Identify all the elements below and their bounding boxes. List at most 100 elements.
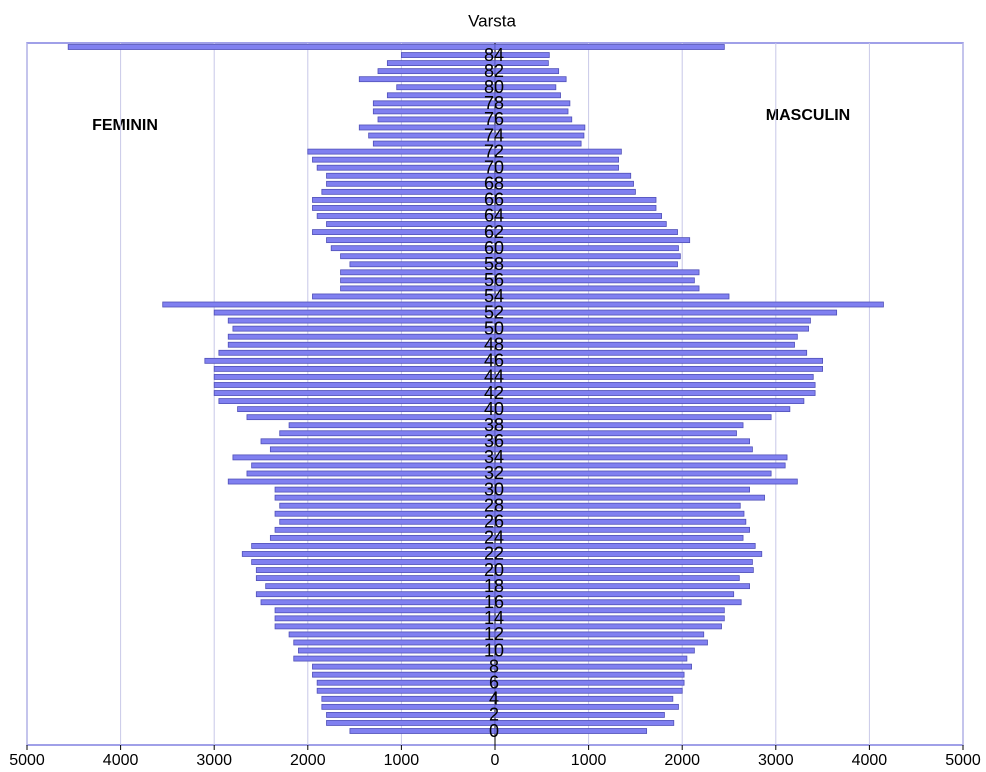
bar	[330, 245, 496, 252]
bar	[340, 277, 496, 284]
bar	[260, 599, 496, 606]
bar	[494, 671, 685, 678]
bar	[232, 325, 496, 332]
bar	[494, 365, 824, 372]
bar	[494, 655, 688, 662]
x-tick-label: 3000	[758, 752, 794, 769]
bar	[218, 398, 496, 404]
bar	[494, 333, 798, 340]
bar	[298, 647, 496, 654]
bar	[255, 567, 496, 573]
bar	[494, 462, 786, 469]
x-tick-label: 5000	[9, 752, 45, 769]
bar	[494, 422, 744, 429]
bar	[326, 720, 496, 726]
bar	[227, 333, 496, 340]
y-tick-label: 78	[484, 93, 504, 113]
chart-title: Varsta	[468, 11, 516, 30]
bar	[358, 124, 496, 131]
x-tick-label: 4000	[852, 752, 888, 769]
bar	[494, 188, 636, 195]
bar	[494, 100, 571, 107]
bar	[494, 559, 753, 565]
y-tick-label: 82	[484, 61, 504, 81]
bar	[312, 671, 496, 678]
bar	[494, 502, 741, 509]
y-tick-label: 38	[484, 415, 504, 435]
bar	[494, 663, 692, 670]
y-tick-label: 40	[484, 399, 504, 419]
y-tick-label: 68	[484, 174, 504, 194]
y-tick-label: 36	[484, 431, 504, 451]
y-tick-label: 16	[484, 592, 504, 612]
bar	[494, 349, 808, 356]
y-tick-label: 80	[484, 77, 504, 97]
bar	[494, 301, 884, 308]
bar	[494, 534, 744, 541]
bar	[279, 518, 496, 525]
bar	[213, 309, 496, 316]
x-tick-label: 2000	[664, 752, 700, 769]
bar	[494, 68, 560, 75]
bar	[494, 728, 648, 734]
bar	[494, 494, 765, 501]
bar	[326, 237, 496, 244]
y-tick-label: 10	[484, 640, 504, 660]
bar	[494, 196, 657, 203]
bar	[213, 365, 496, 372]
bar	[288, 631, 496, 638]
bar	[67, 44, 496, 50]
bar	[358, 76, 496, 83]
bar	[494, 551, 763, 557]
x-tick-label: 1000	[571, 752, 607, 769]
y-tick-label: 62	[484, 222, 504, 242]
bar	[293, 655, 496, 662]
bar	[494, 591, 735, 598]
bar	[213, 382, 496, 388]
x-tick-label: 5000	[945, 752, 981, 769]
bar	[269, 446, 496, 453]
bar	[494, 108, 569, 115]
y-tick-label: 72	[484, 141, 504, 161]
bar	[494, 277, 695, 284]
bar	[494, 84, 557, 91]
bar	[293, 639, 496, 646]
bar	[251, 462, 496, 469]
bar	[494, 615, 725, 622]
bar	[213, 390, 496, 396]
bar	[349, 261, 496, 268]
bar	[494, 486, 750, 493]
bar	[494, 470, 772, 477]
bar	[372, 140, 496, 147]
bar	[494, 599, 742, 606]
bar	[494, 575, 740, 582]
bar	[340, 269, 496, 276]
bar	[396, 84, 496, 91]
y-tick-label: 56	[484, 270, 504, 290]
bar	[494, 180, 634, 187]
bar	[494, 414, 772, 421]
bar	[274, 510, 496, 517]
bar	[255, 575, 496, 582]
y-tick-label: 50	[484, 318, 504, 338]
bar	[274, 607, 496, 614]
bar	[494, 543, 756, 549]
y-tick-label: 46	[484, 351, 504, 371]
bar	[372, 108, 496, 115]
bar	[204, 357, 496, 364]
y-tick-label: 48	[484, 334, 504, 354]
bar	[494, 253, 681, 260]
bar	[368, 132, 496, 139]
bar	[494, 631, 705, 638]
y-tick-label: 6	[489, 672, 499, 692]
bar	[494, 116, 573, 123]
x-tick-label: 1000	[384, 752, 420, 769]
bar	[279, 430, 496, 437]
bar	[326, 180, 496, 187]
bar	[494, 172, 632, 179]
bar	[246, 414, 496, 421]
bar	[227, 341, 496, 348]
bar	[288, 422, 496, 429]
y-tick-label: 44	[484, 367, 504, 387]
